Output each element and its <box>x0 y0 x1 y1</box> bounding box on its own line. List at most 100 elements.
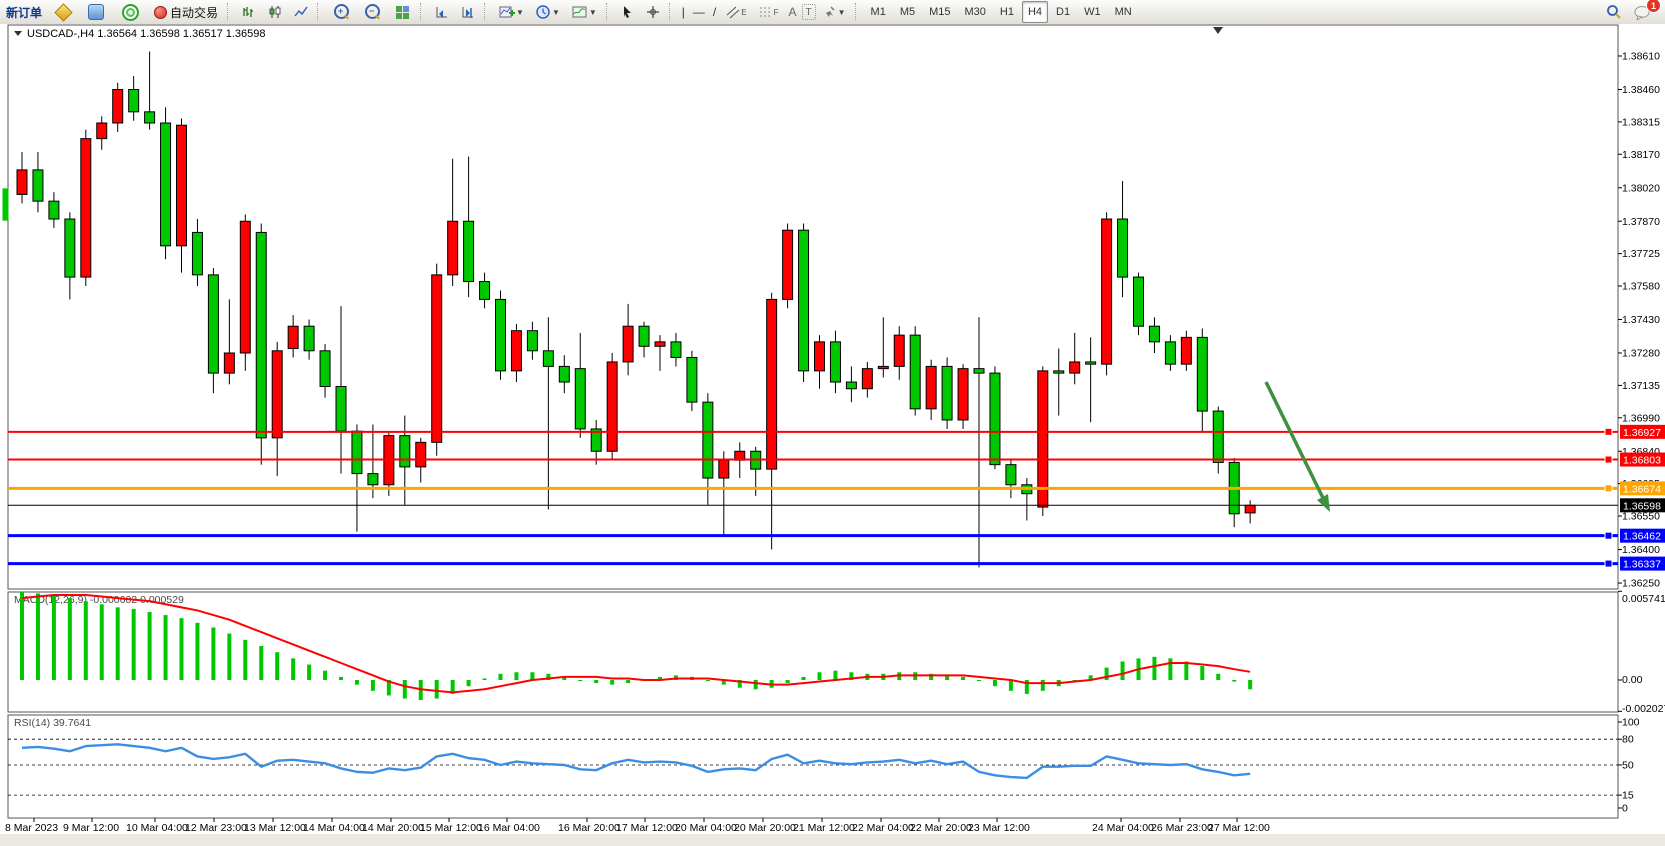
candle-body <box>351 430 363 475</box>
timeframe-button-w1[interactable]: W1 <box>1084 6 1101 18</box>
macd-histogram-bar <box>1104 667 1109 680</box>
timeframe-button-m15[interactable]: M15 <box>929 6 951 18</box>
text-tool-label: A <box>788 5 797 19</box>
candle-body <box>48 200 60 220</box>
candle-body <box>574 368 586 430</box>
chart-end-icon <box>462 7 474 18</box>
text-label-tool-button[interactable]: T <box>801 4 816 20</box>
zoom-out-button[interactable]: − <box>358 1 387 23</box>
candle-body <box>510 330 522 372</box>
macd-axis-label: 0.005741 <box>1622 593 1665 605</box>
candle-body <box>128 88 140 113</box>
main-toolbar: 新订单 自动交易 + − ▼ ▼ ▼ | — / E <box>0 0 1665 25</box>
periods-button[interactable]: ▼ <box>531 1 565 23</box>
macd-histogram-bar <box>1200 666 1205 680</box>
candle-chart-mode-button[interactable] <box>263 1 287 23</box>
price-axis-tick-label: 1.36400 <box>1622 544 1660 556</box>
price-tag-box <box>1620 556 1665 571</box>
chevron-down-icon: ▼ <box>837 7 846 17</box>
text-tool-button[interactable]: A <box>786 1 800 23</box>
candle-body <box>319 350 331 388</box>
timeframe-button-m30[interactable]: M30 <box>964 6 986 18</box>
indicators-button[interactable]: ▼ <box>494 1 529 23</box>
rsi-panel-border <box>7 714 1619 819</box>
macd-panel-border <box>7 591 1619 713</box>
fibonacci-tool-button[interactable]: F <box>754 1 784 23</box>
candle-body <box>526 330 538 352</box>
macd-histogram-bar <box>753 680 758 690</box>
macd-histogram-bar <box>992 680 997 687</box>
line-chart-mode-button[interactable] <box>289 1 313 23</box>
macd-histogram-bar <box>945 675 950 680</box>
candle-body <box>112 88 124 124</box>
time-axis-label: 13 Mar 12:00 <box>244 822 306 834</box>
templates-button[interactable]: ▼ <box>567 1 602 23</box>
price-tag-box <box>1620 452 1665 467</box>
chart-canvas[interactable]: 1.38610 1.38460 1.38315 1.38170 1.38020 1.378… <box>0 24 1665 841</box>
macd-histogram-bar <box>1008 680 1013 691</box>
zoom-out-icon: − <box>365 3 381 19</box>
macd-histogram-bar <box>370 680 375 691</box>
trend-arrow-line[interactable] <box>1264 381 1325 499</box>
autotrading-button[interactable]: 自动交易 <box>149 1 223 23</box>
macd-histogram-bar <box>211 627 216 680</box>
candle-body <box>989 372 1001 466</box>
candle-body <box>64 218 76 278</box>
candle-body <box>479 281 491 300</box>
channel-tool-button[interactable]: E <box>721 1 751 23</box>
fibo-tool-sub-label: F <box>773 7 779 17</box>
time-axis-label: 22 Mar 04:00 <box>852 822 914 834</box>
cursor-tool-button[interactable] <box>616 1 639 23</box>
tile-windows-button[interactable] <box>389 1 416 23</box>
line-drag-handle[interactable] <box>1604 484 1613 493</box>
candle-body <box>1085 361 1097 365</box>
search-icon <box>1607 5 1621 19</box>
macd-histogram-bar <box>1072 680 1077 681</box>
hline-tool-button[interactable]: — <box>692 5 705 19</box>
candle-body <box>542 350 554 367</box>
chart-shift-marker[interactable] <box>1213 27 1223 34</box>
timeframe-button-d1[interactable]: D1 <box>1056 6 1071 18</box>
time-axis-label: 15 Mar 12:00 <box>420 822 482 834</box>
candle-body <box>495 298 506 372</box>
line-drag-handle[interactable] <box>1604 427 1613 436</box>
timeframe-button-m5[interactable]: M5 <box>899 6 916 18</box>
vline-tool-button[interactable]: | <box>681 5 685 19</box>
signals-button[interactable] <box>114 1 147 23</box>
bar-chart-icon <box>243 7 254 17</box>
line-drag-handle[interactable] <box>1604 455 1613 464</box>
zoom-in-button[interactable]: + <box>327 1 356 23</box>
candle-body <box>287 325 299 350</box>
chart-window[interactable]: 1.38610 1.38460 1.38315 1.38170 1.38020 1.378… <box>0 24 1665 841</box>
timeframe-button-h1[interactable]: H1 <box>999 6 1014 18</box>
timeframe-button-mn[interactable]: MN <box>1114 6 1132 18</box>
timeframe-button-h4[interactable]: H4 <box>1021 1 1049 23</box>
new-order-button[interactable]: 新订单 <box>1 1 47 23</box>
arrows-tool-button[interactable]: ▼ <box>818 1 851 23</box>
chart-end-button[interactable] <box>456 1 480 23</box>
line-drag-handle[interactable] <box>1604 531 1613 540</box>
timeframe-button-m1[interactable]: M1 <box>870 6 886 18</box>
line-drag-handle[interactable] <box>1604 559 1613 568</box>
label-tool-label: T <box>805 6 812 18</box>
candle-body <box>654 341 666 347</box>
price-axis-tick-label: 1.38020 <box>1622 182 1660 194</box>
candle-body <box>271 350 283 439</box>
search-button[interactable] <box>1601 1 1627 23</box>
accounts-button[interactable] <box>80 1 112 23</box>
market-watch-button[interactable] <box>49 1 78 23</box>
toolbar-separator <box>227 3 233 21</box>
gold-diamond-icon <box>54 2 73 22</box>
macd-histogram-bar <box>737 680 742 688</box>
notifications-button[interactable]: 1 <box>1629 0 1661 23</box>
chart-forward-button[interactable] <box>430 1 454 23</box>
crosshair-tool-button[interactable] <box>641 1 665 23</box>
bar-chart-mode-button[interactable] <box>237 1 261 23</box>
candle-body <box>160 122 172 247</box>
macd-histogram-bar <box>1184 661 1189 680</box>
symbol-dropdown-icon[interactable] <box>14 31 22 36</box>
time-axis-label: 20 Mar 04:00 <box>675 822 737 834</box>
price-axis-tick-label: 1.37280 <box>1622 348 1660 360</box>
channel-tool-sub-label: E <box>741 7 747 17</box>
trendline-tool-button[interactable]: / <box>712 5 717 19</box>
